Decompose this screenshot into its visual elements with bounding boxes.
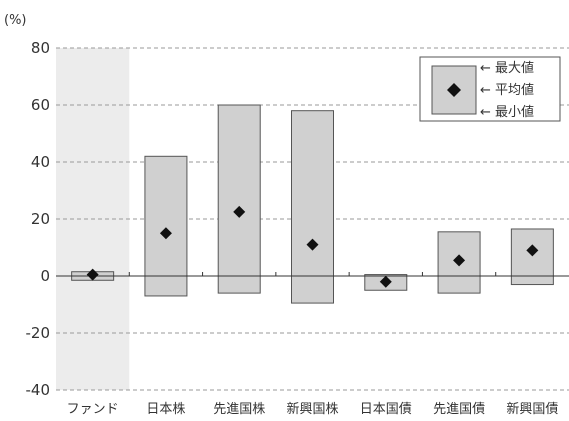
legend-mean-marker	[447, 83, 461, 97]
legend: ← 最大値 ← 平均値 ← 最小値	[419, 56, 561, 122]
y-tick-label: 60	[31, 96, 50, 114]
y-tick-label: -20	[26, 324, 51, 342]
range-bar	[144, 155, 188, 297]
x-category-label: 日本株	[146, 402, 185, 417]
x-category-label: 先進国債	[433, 402, 485, 417]
legend-max-label: ← 最大値	[480, 60, 534, 76]
x-category-label: 先進国株	[213, 402, 265, 417]
y-tick-label: 80	[31, 39, 50, 57]
range-bar	[217, 104, 261, 294]
x-category-label: 新興国株	[286, 401, 338, 417]
mean-marker	[86, 268, 99, 281]
y-tick-label: 20	[31, 210, 50, 228]
x-category-label: ファンド	[67, 402, 119, 417]
y-tick-label: 0	[40, 267, 50, 285]
mean-marker	[526, 244, 539, 257]
legend-min-label: ← 最小値	[480, 104, 534, 120]
y-unit-label: (%)	[4, 13, 27, 28]
legend-mean-label: ← 平均値	[480, 82, 534, 98]
x-category-labels: ファンド 日本株 先進国株 新興国株 日本国債 先進国債 新興国債	[67, 401, 559, 417]
x-category-label: 日本国債	[360, 402, 412, 417]
mean-markers	[86, 205, 539, 288]
mean-marker	[306, 238, 319, 251]
range-bar	[510, 228, 554, 286]
bars-group	[71, 104, 554, 304]
x-category-label: 新興国債	[506, 401, 558, 417]
mean-marker	[453, 254, 466, 267]
y-tick-label: -40	[26, 381, 51, 399]
y-tick-label: 40	[31, 153, 50, 171]
x-tick-marks	[128, 272, 497, 276]
range-bar	[291, 110, 334, 304]
mean-marker	[379, 275, 392, 288]
mean-marker	[233, 205, 246, 218]
y-tick-labels: 80 60 40 20 0 -20 -40	[26, 39, 51, 399]
mean-marker	[159, 227, 172, 240]
